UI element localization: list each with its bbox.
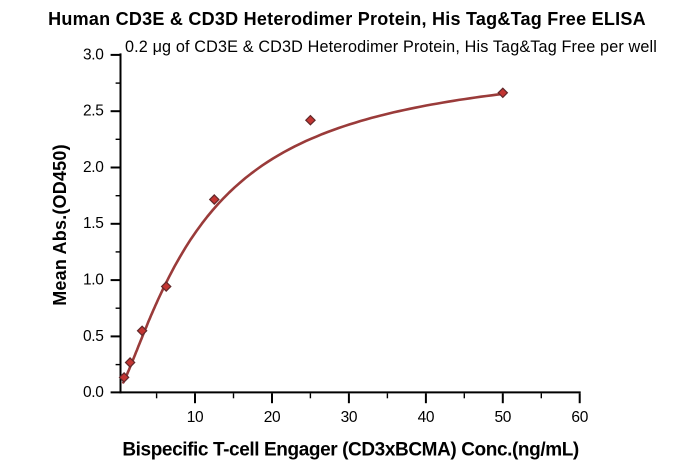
svg-text:20: 20 [264,409,281,426]
svg-text:60: 60 [571,409,588,426]
svg-text:2.5: 2.5 [83,103,104,120]
svg-text:0.5: 0.5 [83,328,104,345]
svg-text:3.0: 3.0 [83,46,104,63]
svg-text:Human CD3E & CD3D Heterodimer: Human CD3E & CD3D Heterodimer Protein, H… [48,9,646,29]
svg-text:40: 40 [418,409,435,426]
svg-text:1.0: 1.0 [83,272,104,289]
svg-text:Bispecific T-cell Engager (CD3: Bispecific T-cell Engager (CD3xBCMA) Con… [122,440,579,461]
svg-text:2.0: 2.0 [83,159,104,176]
svg-text:Mean Abs.(OD450): Mean Abs.(OD450) [50,144,70,306]
svg-text:50: 50 [495,409,512,426]
svg-text:10: 10 [187,409,204,426]
svg-text:30: 30 [341,409,358,426]
svg-text:0.0: 0.0 [83,384,104,401]
svg-text:0.2 μg of CD3E & CD3D Heterodi: 0.2 μg of CD3E & CD3D Heterodimer Protei… [125,38,657,56]
svg-text:1.5: 1.5 [83,215,104,232]
